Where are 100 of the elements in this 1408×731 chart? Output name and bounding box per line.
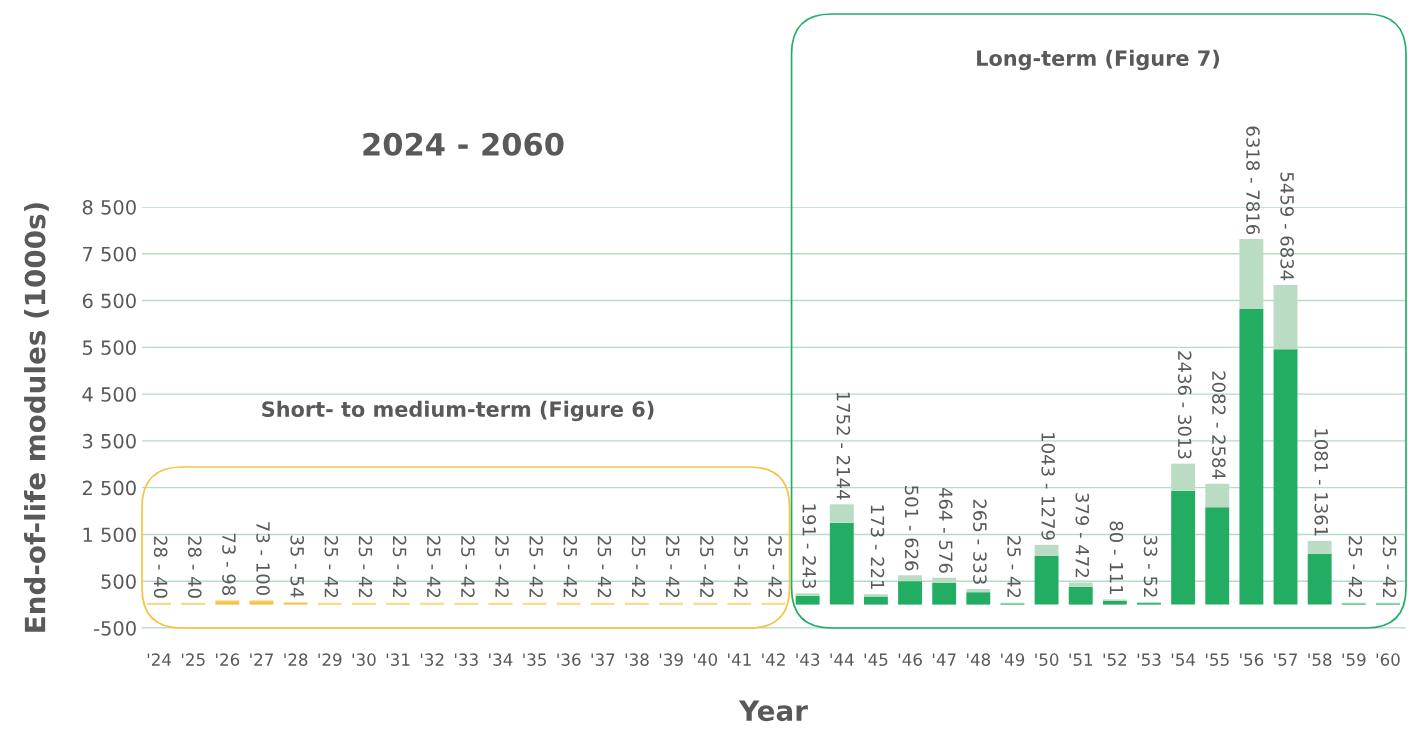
annotation: 1043 - 1279	[1041, 433, 1055, 540]
annotation: 25 - 42	[597, 536, 612, 598]
annotation: 25 - 42	[461, 536, 475, 598]
x-tick-label: '47	[932, 653, 956, 666]
annotation: 1752 - 2144	[836, 392, 851, 500]
annotation: 379 - 472	[1075, 493, 1090, 577]
bar	[1034, 544, 1059, 556]
annotation: 25 - 42	[563, 536, 578, 598]
x-tick-label: '46	[898, 653, 922, 666]
annotation: 501 - 626	[904, 486, 919, 571]
annotation: 25 - 42	[631, 536, 646, 598]
x-tick-label: '32	[420, 653, 444, 666]
x-tick-label: '29	[318, 653, 342, 666]
x-tick-label: '56	[1240, 653, 1264, 666]
annotation: 25 - 42	[1382, 536, 1397, 598]
annotation: 28 - 40	[153, 536, 168, 598]
x-tick-label: '48	[967, 653, 991, 666]
annotation: 35 - 54	[290, 535, 305, 598]
x-tick-label: '52	[1103, 653, 1127, 666]
x-tick-label: '25	[181, 653, 205, 666]
annotation: 25 - 42	[358, 536, 373, 598]
annotation: 265 - 333	[973, 499, 987, 584]
bar	[795, 595, 820, 605]
annotation: 25 - 42	[665, 536, 680, 598]
x-tick-label: '33	[454, 653, 478, 666]
bar	[932, 582, 957, 605]
bar	[863, 594, 888, 597]
y-tick-label: 2 500	[82, 480, 136, 496]
x-tick-label: '50	[1035, 653, 1059, 666]
annotation: 464 - 576	[938, 487, 953, 573]
bar	[1307, 554, 1332, 605]
x-tick-label: '37	[591, 653, 615, 666]
bar	[1034, 555, 1059, 605]
y-tick-label: 6 500	[82, 293, 136, 309]
y-tick-label: 5 500	[82, 340, 136, 355]
annotation: 25 - 42	[529, 536, 543, 598]
x-tick-label: '55	[1205, 653, 1229, 666]
x-tick-label: '54	[1171, 653, 1196, 666]
annotation: 25 - 42	[734, 536, 748, 598]
y-axis-title: End-of-life modules (1000s)	[24, 203, 49, 632]
bar	[966, 589, 991, 593]
bar	[1239, 309, 1264, 605]
y-tick-label: 1 500	[83, 527, 136, 543]
y-tick-label: -500	[93, 620, 136, 636]
annotation: 73 - 98	[222, 533, 236, 596]
x-tick-label: '42	[762, 653, 785, 666]
x-tick-label: '30	[352, 653, 376, 666]
annotation: 80 - 111	[1109, 521, 1124, 595]
x-tick-label: '60	[1376, 653, 1400, 666]
annotation: 173 - 221	[870, 505, 885, 589]
bar	[1205, 507, 1230, 605]
x-tick-label: '40	[693, 653, 718, 666]
annotation: 191 - 243	[802, 504, 817, 589]
bar	[1307, 540, 1332, 555]
annotation: Short- to medium-term (Figure 6)	[262, 400, 654, 422]
bar	[829, 522, 854, 605]
x-tick-label: '43	[796, 653, 820, 666]
x-axis-title: Year	[738, 700, 808, 722]
bar	[1273, 349, 1298, 605]
annotation: 6318 - 7816	[1246, 126, 1260, 235]
x-tick-label: '57	[1274, 653, 1297, 666]
annotation: 28 - 40	[187, 536, 202, 598]
text: Long-term (Figure 7)	[977, 49, 1220, 71]
x-tick-label: '27	[250, 653, 273, 666]
bar	[966, 592, 991, 605]
annotation: 25 - 42	[1007, 536, 1021, 598]
y-tick-label: 8 500	[82, 199, 136, 215]
annotation: 1081 - 1361	[1314, 429, 1329, 536]
annotation: 25 - 42	[426, 536, 441, 598]
y-tick-label: 4 500	[82, 387, 136, 402]
x-tick-label: '24	[147, 653, 172, 666]
x-tick-label: '41	[728, 653, 751, 666]
bar	[795, 593, 820, 596]
x-tick-label: '49	[1001, 653, 1025, 666]
annotation: 25 - 42	[1348, 536, 1363, 598]
bar	[829, 504, 854, 523]
annotation: 73 - 100	[256, 522, 270, 595]
y-tick-label: 7 500	[83, 246, 136, 262]
bar	[1068, 586, 1093, 605]
x-tick-label: '34	[489, 653, 513, 666]
annotation: 2082 - 2584	[1212, 371, 1226, 479]
x-tick-label: '44	[830, 653, 854, 666]
y-tick-label: 3 500	[82, 433, 136, 449]
x-tick-label: '59	[1342, 653, 1366, 666]
annotation: 25 - 42	[392, 536, 407, 598]
x-tick-label: '45	[864, 653, 888, 666]
y-tick-label: 500	[101, 574, 136, 589]
chart-title: 2024 - 2060	[363, 132, 564, 156]
bar	[1102, 600, 1127, 605]
x-tick-label: '39	[659, 653, 683, 666]
x-tick-label: '36	[557, 653, 581, 666]
bar	[1171, 490, 1196, 605]
x-tick-label: '26	[216, 653, 240, 666]
bar	[898, 581, 922, 605]
bar	[898, 575, 922, 582]
annotation: 25 - 42	[324, 536, 339, 598]
annotation: 5459 - 6834	[1280, 172, 1294, 281]
annotation: 25 - 42	[699, 536, 714, 598]
x-tick-label: '38	[625, 653, 649, 666]
x-tick-label: '35	[523, 653, 546, 666]
